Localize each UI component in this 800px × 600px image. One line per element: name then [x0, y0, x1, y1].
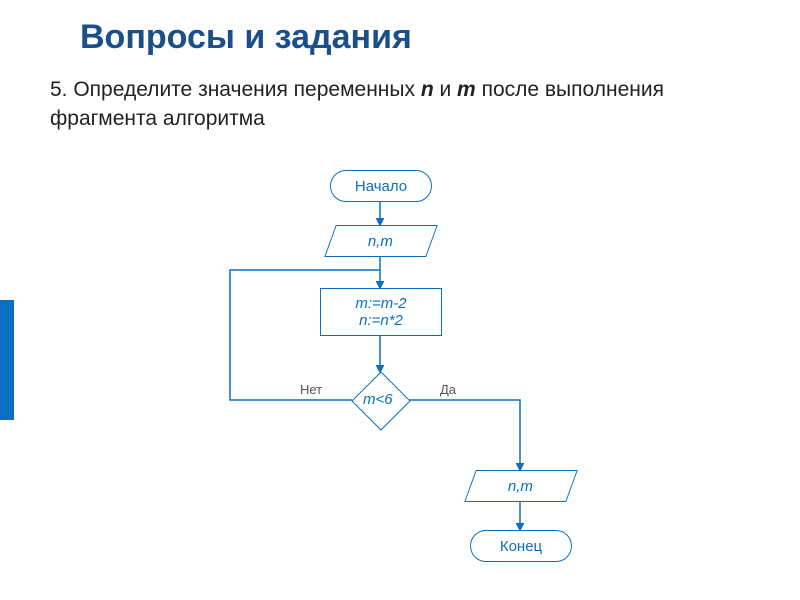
flowchart: Начало n,m m:=m-2 n:=n*2 m<6 Нет Да n,m …: [0, 0, 800, 600]
flow-input-label: n,m: [368, 233, 393, 250]
flow-decision-label: m<6: [363, 391, 393, 408]
flow-process: m:=m-2 n:=n*2: [320, 288, 442, 336]
flow-end-label: Конец: [500, 538, 542, 555]
flow-branch-yes: Да: [440, 382, 456, 397]
flow-process-line1: m:=m-2: [355, 295, 406, 312]
flow-process-line2: n:=n*2: [359, 312, 403, 329]
flow-start-label: Начало: [355, 178, 407, 195]
flow-output-label: n,m: [508, 478, 533, 495]
flow-output: n,m: [464, 470, 578, 502]
flow-start: Начало: [330, 170, 432, 202]
flow-branch-no: Нет: [300, 382, 322, 397]
flow-end: Конец: [470, 530, 572, 562]
flow-input: n,m: [324, 225, 438, 257]
